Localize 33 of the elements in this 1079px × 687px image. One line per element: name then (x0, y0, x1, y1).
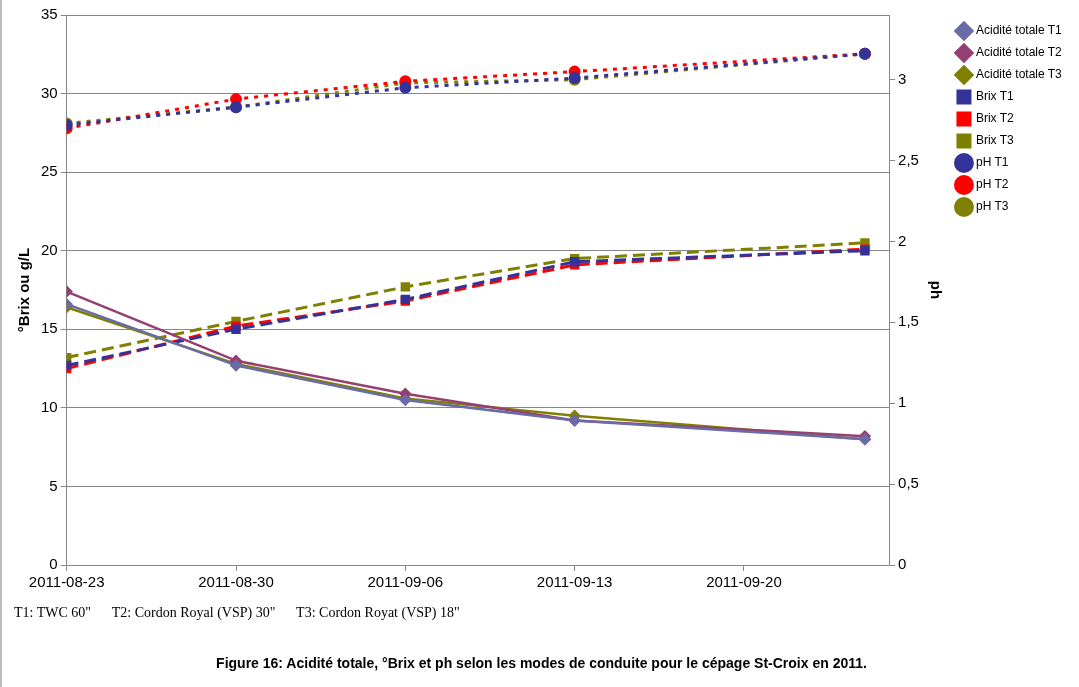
y2-axis-title: ph (927, 280, 945, 300)
x-tick-label: 2011-09-13 (536, 573, 613, 591)
y-tick-label: 10 (41, 398, 58, 415)
y2-tick-label: 2 (898, 231, 907, 249)
y-tick-label: 35 (41, 5, 58, 23)
x-tick-label: 2011-08-30 (198, 573, 274, 591)
legend-label: Acidité totale T1 (975, 23, 1063, 38)
x-tick-label: 2011-08-23 (28, 573, 105, 591)
legend-label: Acidité totale T2 (975, 45, 1063, 60)
y-tick-label: 30 (41, 83, 58, 101)
y-tick-label: 0 (49, 555, 58, 573)
legend-label: Acidité totale T3 (975, 67, 1063, 82)
y-axis-title: °Brix ou g/L (15, 247, 33, 333)
y-tick-label: 20 (41, 240, 58, 258)
y-tick-label: 25 (41, 162, 58, 180)
y2-tick-label: 0,5 (898, 474, 919, 492)
legend-label: pH T1 (975, 155, 1009, 170)
text: Figure 16: Acidité totale, °Brix et ph selon les modes de conduite pour le cépage St-Croix en 2011. (215, 655, 868, 671)
legend-label: Brix T3 (975, 133, 1015, 148)
y2-tick-label: 3 (898, 69, 907, 87)
y2-tick-label: 1,5 (898, 312, 919, 330)
y-tick-label: 5 (49, 476, 58, 494)
y-tick-label: 15 (41, 319, 58, 337)
legend-label: pH T2 (975, 177, 1009, 192)
x-tick-label: 2011-09-20 (706, 573, 782, 591)
y2-tick-label: 1 (898, 393, 907, 411)
y2-tick-label: 0 (898, 555, 907, 573)
legend-label: Brix T2 (975, 111, 1015, 126)
legend-label: pH T3 (975, 199, 1009, 214)
text: T1: TWC 60" T2: Cordon Royal (VSP) 30" T3: Cordon Royat (VSP) 18" (14, 605, 460, 621)
y2-tick-label: 2,5 (898, 150, 919, 168)
legend-label: Brix T1 (975, 89, 1015, 104)
x-tick-label: 2011-09-06 (367, 573, 444, 591)
